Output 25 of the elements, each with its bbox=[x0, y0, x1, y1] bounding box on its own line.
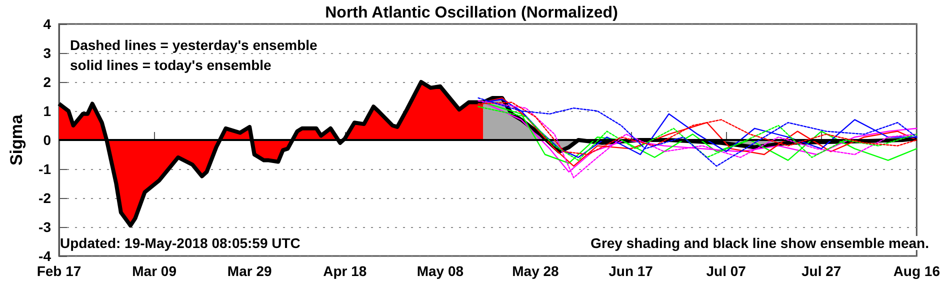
x-tick-label: Mar 29 bbox=[227, 263, 272, 279]
y-axis-title: Sigma bbox=[7, 114, 26, 166]
y-tick-label: -4 bbox=[38, 248, 52, 264]
annotation: Grey shading and black line show ensemble mean. bbox=[590, 235, 930, 251]
y-tick-label: 2 bbox=[43, 74, 52, 90]
x-tick-label: Feb 17 bbox=[36, 263, 82, 279]
x-tick-label: Aug 16 bbox=[893, 263, 940, 279]
annotation: solid lines = today's ensemble bbox=[70, 57, 272, 73]
x-tick-label: Jun 17 bbox=[608, 263, 654, 279]
y-tick-label: -3 bbox=[38, 219, 52, 235]
y-tick-label: 0 bbox=[43, 132, 52, 148]
y-tick-label: -1 bbox=[38, 161, 52, 177]
y-tick-label: 1 bbox=[43, 103, 52, 119]
y-tick-label: -2 bbox=[38, 190, 52, 206]
chart-title: North Atlantic Oscillation (Normalized) bbox=[325, 4, 618, 22]
annotation: Dashed lines = yesterday's ensemble bbox=[70, 37, 318, 53]
x-tick-label: Apr 18 bbox=[323, 263, 367, 279]
x-tick-label: May 08 bbox=[416, 263, 464, 279]
x-tick-label: Jul 07 bbox=[706, 263, 746, 279]
y-tick-label: 3 bbox=[43, 45, 52, 61]
x-tick-label: May 28 bbox=[512, 263, 560, 279]
y-tick-label: 4 bbox=[43, 16, 52, 32]
x-tick-label: Mar 09 bbox=[132, 263, 177, 279]
x-tick-label: Jul 27 bbox=[802, 263, 842, 279]
annotation: Updated: 19-May-2018 08:05:59 UTC bbox=[60, 235, 300, 251]
